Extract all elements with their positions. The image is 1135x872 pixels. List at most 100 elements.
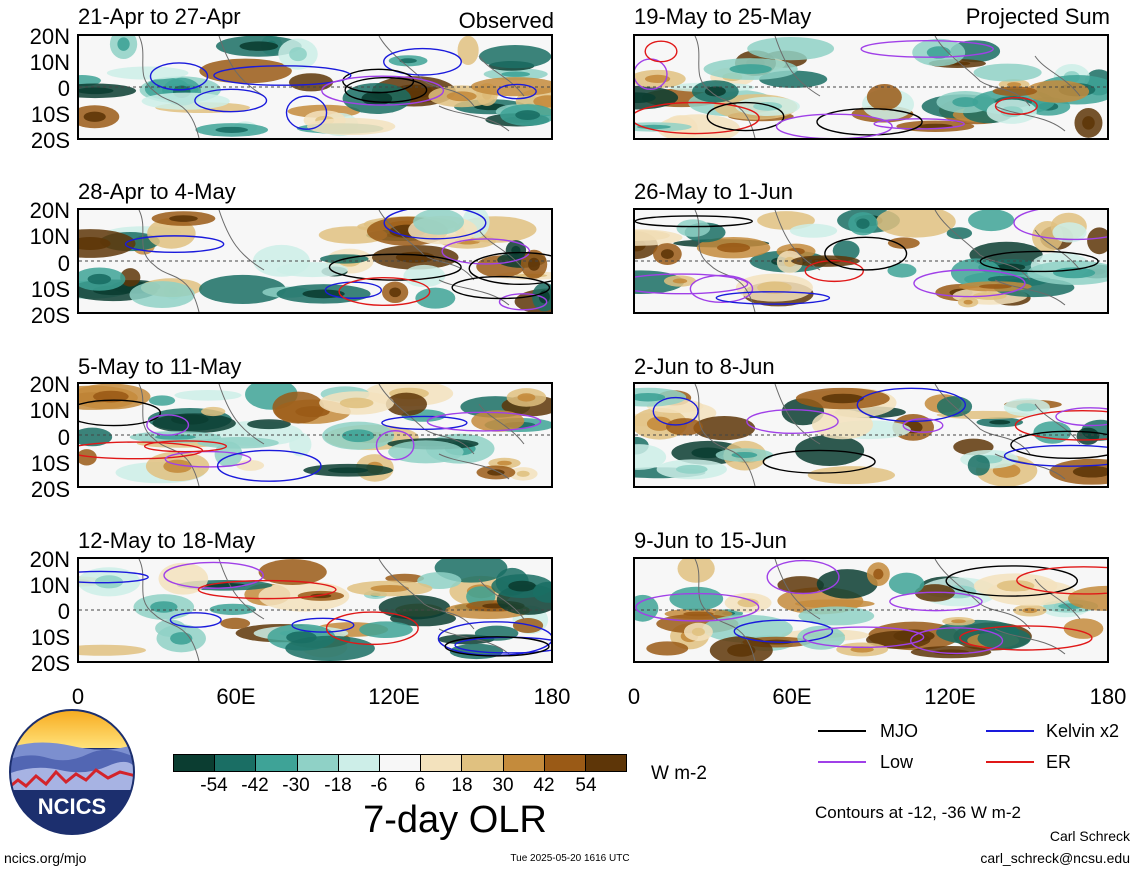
wave-contour <box>194 88 268 113</box>
wave-contour <box>383 210 487 240</box>
colorbar-swatch <box>215 755 257 771</box>
wave-contour <box>197 579 337 600</box>
colorbar-tick: 6 <box>414 775 426 796</box>
legend-line-er <box>986 761 1034 763</box>
lat-label: 10S <box>30 625 70 650</box>
olr-anomaly-blob <box>272 391 325 424</box>
olr-anomaly-blob <box>973 63 1042 82</box>
olr-anomaly-blob <box>666 418 703 436</box>
wave-contour <box>994 96 1038 116</box>
panel-title-3: 5-May to 11-May <box>78 354 242 379</box>
olr-anomaly-blob <box>417 572 462 590</box>
wave-contour <box>496 83 537 100</box>
map-panel-5 <box>633 34 1109 140</box>
lat-label: 10S <box>30 277 70 302</box>
wave-contour <box>913 269 1026 298</box>
wave-contour <box>146 414 190 436</box>
wave-contour <box>216 449 322 482</box>
olr-anomaly-blob <box>478 45 551 69</box>
panel-title-1: 21-Apr to 27-Apr <box>78 4 241 29</box>
colorbar-tick: -54 <box>200 775 228 796</box>
olr-anomaly-blob <box>236 460 265 471</box>
lat-label: 10N <box>29 224 70 249</box>
olr-anomaly-blob <box>635 444 667 470</box>
map-panel-6 <box>633 208 1109 314</box>
map-panel-3 <box>77 382 553 488</box>
wave-contour <box>328 253 462 281</box>
wave-contour <box>124 235 225 254</box>
lon-label: 0 <box>627 684 641 709</box>
olr-anomaly-blob <box>79 644 146 656</box>
wave-contour <box>902 418 944 433</box>
olr-anomaly-blob <box>79 427 113 447</box>
legend-label-er: ER <box>1046 752 1072 772</box>
lat-label: 10S <box>30 102 70 127</box>
legend-line-mjo <box>818 730 866 732</box>
olr-anomaly-blob <box>199 58 292 84</box>
colorbar-tick: 42 <box>533 775 555 796</box>
wave-contour <box>213 65 352 86</box>
lat-label: 0 <box>57 251 70 276</box>
wave-contour <box>338 276 431 307</box>
lat-label: 20N <box>29 372 70 397</box>
olr-anomaly-blob <box>120 268 141 287</box>
olr-anomaly-blob <box>789 223 838 238</box>
colorbar-tick: -6 <box>370 775 388 796</box>
colorbar-swatch <box>585 755 627 771</box>
panel-title-7: 2-Jun to 8-Jun <box>634 354 775 379</box>
wave-contour <box>164 450 252 468</box>
wave-contour <box>381 415 468 430</box>
olr-anomaly-blob <box>635 387 687 407</box>
wave-contour <box>959 625 1093 651</box>
wave-contour <box>344 76 428 103</box>
wave-contour <box>426 411 542 432</box>
wave-contour <box>766 559 840 595</box>
wave-contour <box>824 236 908 271</box>
wave-contour <box>444 636 550 657</box>
wave-contour <box>873 118 965 130</box>
olr-anomaly-blob <box>288 73 334 92</box>
panel-title-8: 9-Jun to 15-Jun <box>634 528 787 553</box>
lon-label: 180 <box>1089 684 1127 709</box>
lat-label: 20S <box>30 128 70 153</box>
lon-label: 120E <box>368 684 420 709</box>
lat-label: 10N <box>29 573 70 598</box>
wave-contour <box>733 619 834 643</box>
lat-label: 0 <box>57 425 70 450</box>
map-panel-2 <box>77 208 553 314</box>
colorbar-tick: -30 <box>282 775 310 796</box>
olr-anomaly-blob <box>415 287 456 309</box>
lat-label: 20N <box>29 547 70 572</box>
olr-anomaly-blob <box>148 395 176 406</box>
wave-contour <box>635 592 760 622</box>
olr-anomaly-blob <box>794 599 875 609</box>
lat-label: 10N <box>29 50 70 75</box>
olr-anomaly-blob <box>247 419 291 430</box>
olr-anomaly-blob <box>220 617 251 630</box>
olr-anomaly-blob <box>1076 427 1100 445</box>
wave-contour <box>79 570 149 584</box>
lat-label: 0 <box>57 599 70 624</box>
legend-label-kelvin: Kelvin x2 <box>1046 721 1120 741</box>
olr-anomaly-blob <box>811 409 873 440</box>
colorbar-title: 7-day OLR <box>363 799 547 841</box>
lat-label: 10N <box>29 398 70 423</box>
olr-anomaly-blob <box>1052 222 1087 243</box>
wave-contour <box>1013 210 1107 241</box>
olr-anomaly-blob <box>1087 227 1107 255</box>
wave-contour <box>804 259 864 283</box>
observed-label: Observed <box>458 8 554 33</box>
map-panel-7 <box>633 382 1109 488</box>
olr-anomaly-blob <box>141 92 230 110</box>
olr-anomaly-blob <box>388 440 464 464</box>
wave-contour <box>775 113 893 138</box>
wave-contour <box>802 626 925 649</box>
olr-anomaly-blob <box>199 274 286 305</box>
olr-anomaly-blob <box>79 75 102 87</box>
olr-anomaly-blob <box>129 281 195 309</box>
olr-anomaly-blob <box>197 437 279 449</box>
coastline <box>694 384 1081 486</box>
colorbar-swatch <box>462 755 504 771</box>
legend-label-low: Low <box>880 752 914 772</box>
wave-contour <box>746 409 839 435</box>
